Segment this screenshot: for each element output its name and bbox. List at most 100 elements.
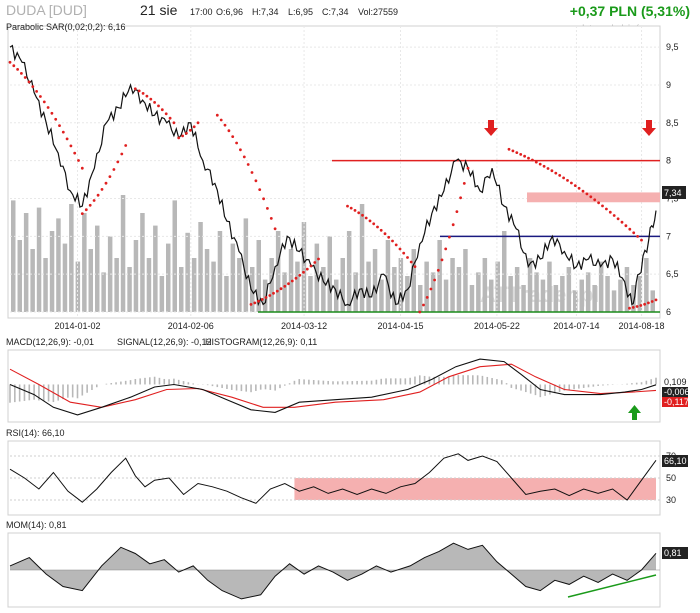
sar-dot (581, 189, 585, 193)
volume-bar (308, 276, 313, 312)
volume-bar (256, 240, 261, 312)
volume-bar (120, 195, 126, 312)
sar-dot (141, 92, 145, 95)
date-tick: 2014-07-14 (553, 321, 599, 331)
volume-bar (43, 258, 48, 312)
sar-dot (589, 195, 593, 199)
sar-dot (120, 152, 124, 156)
volume-bar (114, 258, 119, 312)
price-series (9, 44, 657, 307)
sar-dot (262, 197, 265, 201)
volume-bar (153, 225, 158, 312)
price-tick: 6,5 (666, 269, 679, 279)
volume-bar (430, 272, 436, 312)
volume-bar (23, 213, 29, 312)
sar-dot (16, 68, 19, 71)
sar-dot (31, 85, 35, 88)
sar-dot (349, 206, 353, 210)
volume-bar (456, 267, 462, 312)
sar-dot (223, 123, 227, 127)
sar-dot (264, 296, 268, 299)
sar-dot (287, 282, 290, 286)
price-change: +0,37 PLN (5,31%) (570, 3, 690, 19)
sar-dot (353, 209, 357, 212)
volume-bar (11, 200, 16, 312)
sar-dot (451, 223, 455, 227)
sar-dot (181, 134, 185, 138)
sar-dot (133, 87, 137, 91)
sar-dot (550, 169, 554, 173)
sar-dot (394, 243, 398, 247)
mom-value: 0,81 (664, 548, 682, 558)
sar-dot (585, 192, 589, 196)
price-axis: 9,598,587,576,56 (666, 42, 679, 317)
histogram-label: HISTOGRAM(12,26,9): 0,11 (205, 337, 317, 347)
volume-bar (359, 204, 365, 312)
sar-dot (219, 118, 223, 122)
price-tick: 8 (666, 156, 671, 166)
rsi-label: RSI(14): 66,10 (6, 428, 65, 438)
sar-dot (448, 235, 451, 239)
volume-bar (185, 232, 190, 312)
volume-bar (159, 276, 165, 312)
quote-high: H:7,34 (252, 7, 279, 17)
sar-dot (515, 151, 519, 155)
sar-dot (92, 199, 96, 202)
price-tick: 8,5 (666, 118, 679, 128)
sar-dot (54, 117, 58, 121)
sar-dot (69, 144, 73, 148)
sar-dot (636, 235, 639, 238)
sar-dot (398, 247, 402, 251)
volume-bar (237, 258, 242, 312)
volume-bar (62, 243, 68, 312)
rsi-tick: 30 (666, 495, 676, 505)
volume-bar (340, 258, 345, 312)
volume-bar (437, 240, 442, 312)
volume-bar (392, 267, 397, 312)
sar-dot (601, 204, 604, 208)
sar-dot (145, 94, 149, 98)
volume-bar (127, 267, 132, 312)
sar-dot (436, 268, 440, 272)
sar-dot (302, 270, 305, 274)
volume-bar (262, 279, 268, 312)
sar-dot (455, 210, 459, 214)
sar-dot (402, 251, 406, 255)
volume-bar (314, 243, 320, 312)
volume-bar (224, 276, 229, 312)
sar-dot (8, 60, 12, 64)
quote-open: O:6,96 (216, 7, 243, 17)
rsi-grid (10, 455, 660, 501)
quote-date: 21 sie (140, 2, 178, 18)
sar-dot (379, 228, 383, 232)
sar-dot (46, 106, 50, 109)
sar-dot (624, 224, 628, 228)
last-price-label: 7,34 (664, 188, 682, 198)
sar-dot (231, 135, 235, 139)
volume-bar (250, 267, 255, 312)
sar-dot (260, 298, 264, 301)
rsi-series (9, 453, 657, 504)
mom-label: MOM(14): 0,81 (6, 520, 67, 530)
date-tick: 2014-03-12 (281, 321, 327, 331)
volume-bar (282, 272, 287, 312)
volume-bar (514, 267, 520, 312)
sar-dot (227, 129, 231, 133)
sar-dot (298, 273, 302, 277)
sar-dot (257, 299, 260, 303)
macd-panel (7, 349, 661, 423)
sar-dot (361, 213, 364, 217)
sar-dot (250, 171, 254, 174)
volume-bar (418, 285, 423, 312)
volume-bar (295, 261, 300, 312)
sar-dot (196, 121, 200, 125)
sar-dot (61, 130, 65, 134)
volume-bar (198, 222, 203, 312)
sar-dot (294, 276, 298, 280)
down-arrow-icon (484, 120, 498, 136)
volume-bar (644, 258, 649, 312)
volume-bar (476, 272, 481, 312)
sar-dot (124, 144, 128, 147)
sar-dot (597, 201, 600, 205)
volume-bar (101, 272, 106, 312)
